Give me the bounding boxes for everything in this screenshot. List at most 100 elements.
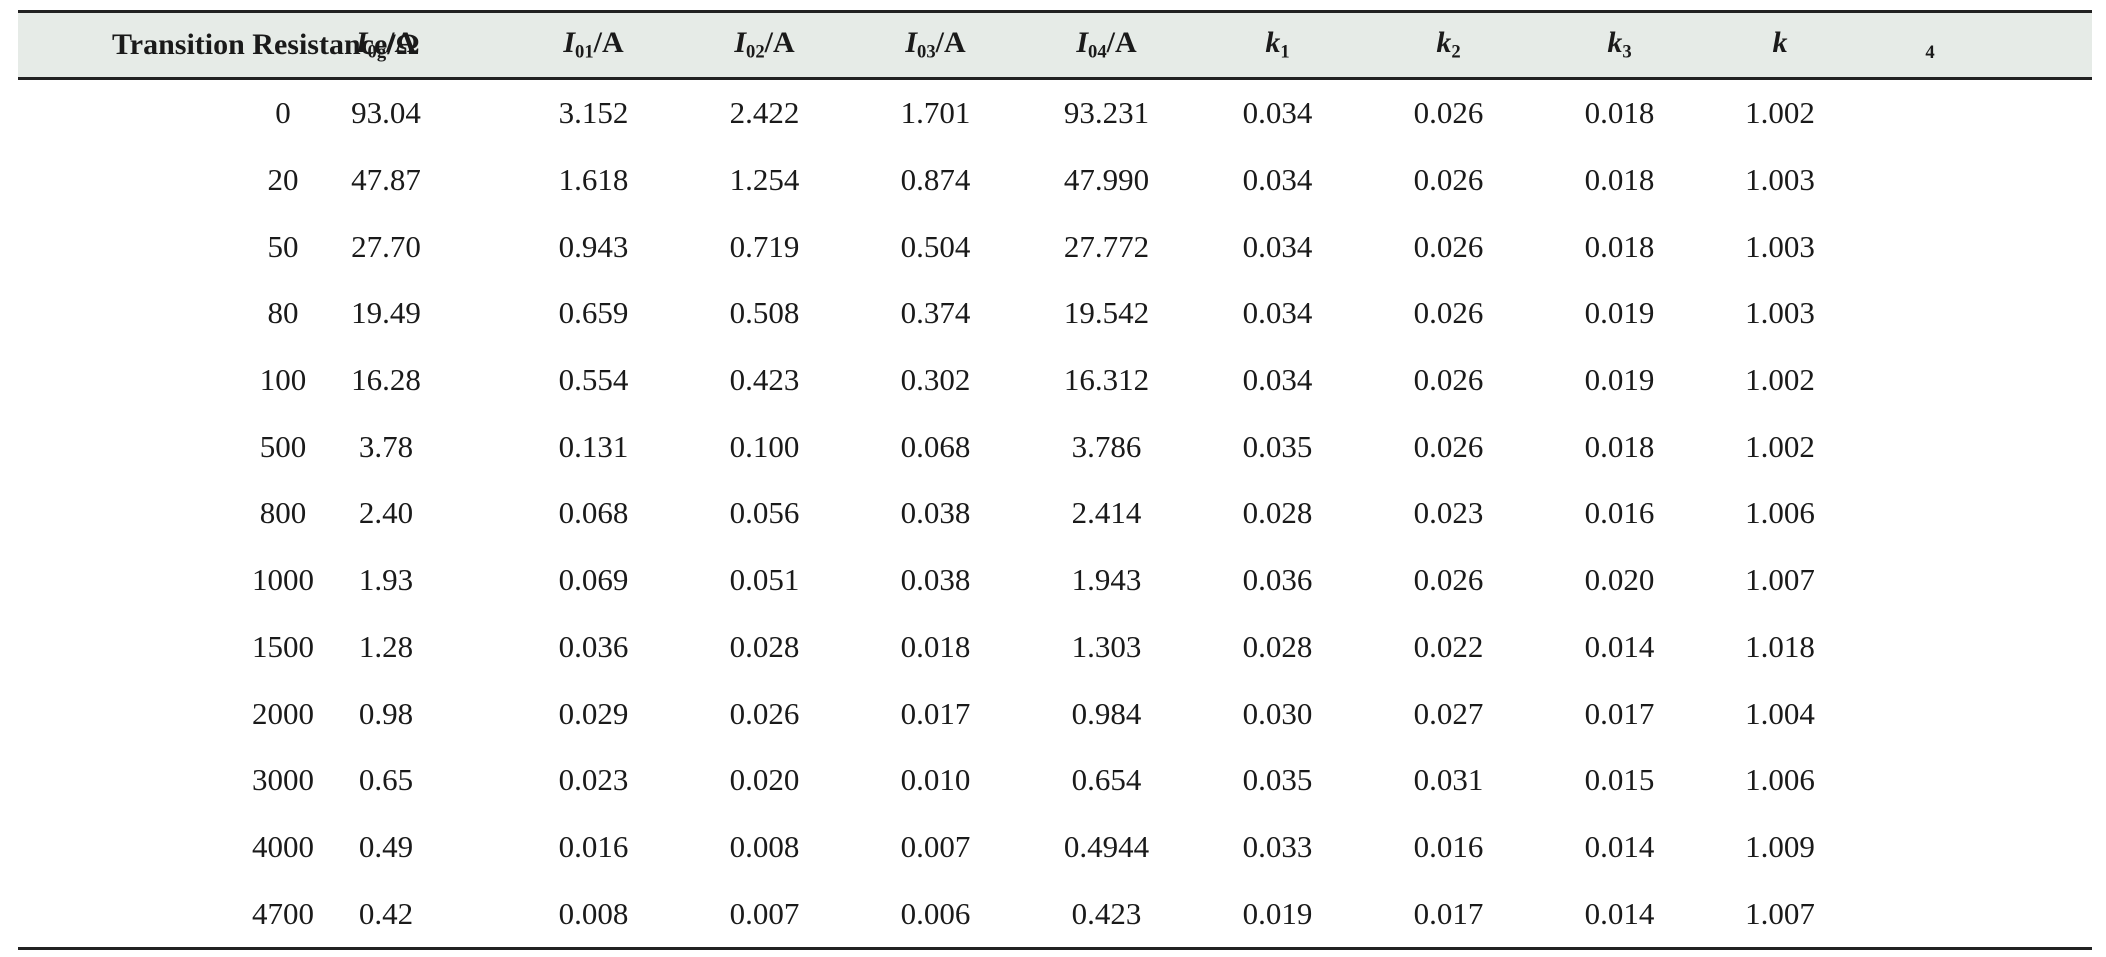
table-cell: 0.654 [1071, 762, 1142, 798]
table-cell: 0.374 [900, 295, 971, 331]
cell-value: 1.003 [1745, 228, 1815, 264]
table-cell: 2.422 [729, 95, 800, 131]
table-row: 500 3.78 0.131 0.100 0.068 3.786 0.035 0.026 0.0… [18, 413, 2092, 480]
column-header-label: k1 [1265, 26, 1289, 63]
table-cell: 0.026 [1413, 428, 1484, 464]
table-cell: 0.020 [729, 762, 800, 798]
table-cell: 0.017 [1584, 695, 1655, 731]
cell-value: 1.003 [1745, 162, 1815, 198]
table-cell: 0.019 [1584, 295, 1655, 331]
table-cell: 19.49 [351, 295, 421, 331]
table-cell: 0.028 [729, 628, 800, 664]
table-cell: 0.026 [1413, 162, 1484, 198]
table-row: 1000 1.93 0.069 0.051 0.038 1.943 0.036 0.026 0.… [18, 547, 2092, 614]
header-symbol: k [1265, 26, 1281, 60]
table-cell: 0.068 [558, 495, 629, 531]
table-cell: 1.004 [1705, 680, 2092, 747]
table-row: 2000 0.98 0.029 0.026 0.017 0.984 0.030 0.027 0.… [18, 680, 2092, 747]
table-cell: 0.008 [729, 828, 800, 864]
header-symbol: I [1076, 26, 1089, 60]
table-cell: 0.038 [900, 562, 971, 598]
table-cell: 16.312 [1063, 362, 1150, 398]
table-cell: 1.003 [1705, 213, 2092, 280]
table-cell: 0.554 [558, 362, 629, 398]
cell-value: 2000 [252, 695, 314, 731]
header-subscript: 2 [1451, 41, 1461, 63]
table-cell: 0.026 [1413, 295, 1484, 331]
table-cell: 1.943 [1071, 562, 1142, 598]
table-cell: 0.018 [900, 628, 971, 664]
table-cell: 0.028 [1242, 495, 1313, 531]
table-cell: 0.874 [900, 162, 971, 198]
table-cell: 0.018 [1584, 428, 1655, 464]
table-cell: 16.28 [351, 362, 421, 398]
header-symbol: k [1436, 26, 1452, 60]
header-subscript: 01 [575, 41, 594, 63]
table-cell: 0.302 [900, 362, 971, 398]
table-cell: 47.87 [351, 162, 421, 198]
table-cell: 0.029 [558, 695, 629, 731]
table-cell: 4000 [18, 814, 314, 881]
cell-value: 1000 [252, 562, 314, 598]
cell-value: 1.018 [1745, 628, 1815, 664]
header-subscript: 04 [1088, 41, 1107, 63]
table-cell: 0.49 [358, 828, 414, 864]
header-unit: /A [386, 26, 417, 60]
table-cell: 4700 [18, 880, 314, 950]
table-cell: 0.017 [1363, 880, 1534, 950]
table-cell: 0.023 [1413, 495, 1484, 531]
table-cell: 0.034 [1242, 162, 1313, 198]
table-cell: 1.018 [1705, 614, 2092, 681]
header-subscript: 3 [1622, 41, 1632, 63]
cell-value: 1.006 [1745, 762, 1815, 798]
table-cell: 50 [18, 213, 299, 280]
cell-value: 1.002 [1745, 428, 1815, 464]
table-cell: 0.027 [1413, 695, 1484, 731]
header-unit: /A [764, 26, 795, 60]
header-symbol: I [905, 26, 918, 60]
table-cell: 0.026 [1413, 95, 1484, 131]
table-cell: 0.026 [1413, 562, 1484, 598]
table-cell: 0.026 [1413, 228, 1484, 264]
cell-value: 4700 [252, 895, 314, 931]
cell-value: 80 [267, 295, 299, 331]
table-cell: 0.65 [358, 762, 414, 798]
cell-value: 500 [259, 428, 307, 464]
table-cell: 0.034 [1242, 228, 1313, 264]
column-header-label: I03/A [905, 26, 965, 63]
column-header-label: k3 [1607, 26, 1631, 63]
table-cell: 20 [18, 147, 299, 214]
cell-value: 1.007 [1745, 895, 1815, 931]
table-cell: 1.254 [729, 162, 800, 198]
table-cell: 0.018 [1584, 95, 1655, 131]
column-header-6: k1 [1192, 10, 1363, 80]
table-cell: 500 [18, 413, 307, 480]
table-row: 4000 0.49 0.016 0.008 0.007 0.4944 0.033 0.016 0… [18, 814, 2092, 881]
column-header-label: I01/A [563, 26, 623, 63]
header-symbol: I [734, 26, 747, 60]
table-cell: 0.068 [900, 428, 971, 464]
cell-value: 20 [267, 162, 299, 198]
table-cell: 0.034 [1242, 95, 1313, 131]
table-cell: 0.016 [558, 828, 629, 864]
table-cell: 0.006 [850, 880, 1021, 950]
table-cell: 0.019 [1192, 880, 1363, 950]
table-cell: 1.009 [1705, 814, 2092, 881]
header-symbol: I [355, 26, 368, 60]
cell-value: 1.003 [1745, 295, 1815, 331]
table-cell: 0.016 [1413, 828, 1484, 864]
table-cell: 0.030 [1242, 695, 1313, 731]
table-cell: 1.007 [1705, 547, 2092, 614]
table-row: 100 16.28 0.554 0.423 0.302 16.312 0.034 0.026 0… [18, 347, 2092, 414]
table-cell: 0.056 [729, 495, 800, 531]
table-cell: 0.508 [729, 295, 800, 331]
header-subscript: 4 [1925, 41, 1935, 63]
table-cell: 1.002 [1705, 79, 2092, 147]
column-header-3: I02/A [679, 10, 850, 80]
table-cell: 0 [18, 79, 291, 147]
table-cell: 0.015 [1584, 762, 1655, 798]
table-row: 80 19.49 0.659 0.508 0.374 19.542 0.034 0.026 0.… [18, 280, 2092, 347]
header-subscript: 1 [1280, 41, 1290, 63]
table-cell: 1.618 [558, 162, 629, 198]
